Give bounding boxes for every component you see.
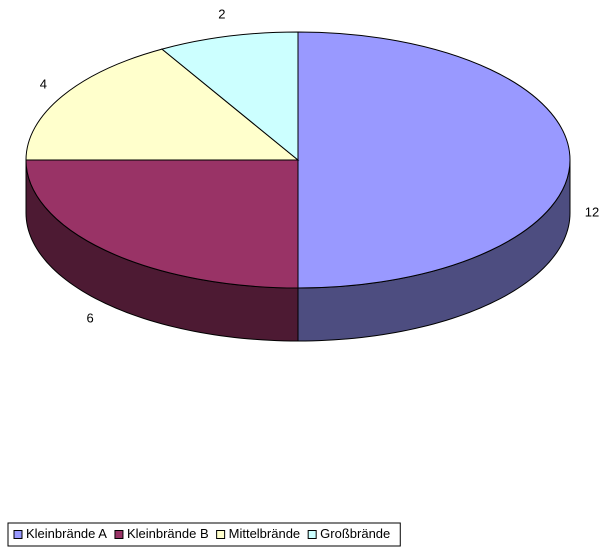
data-label: 2: [218, 7, 225, 22]
legend-label: Kleinbrände A: [26, 526, 107, 541]
legend: Kleinbrände A Kleinbrände B Mittelbrände Gr…: [7, 522, 401, 547]
pie-slice: [160, 31, 299, 162]
pie-slice: [297, 31, 571, 289]
legend-label: Kleinbrände B: [127, 526, 209, 541]
pie-slice: [25, 159, 299, 289]
legend-swatch: [307, 530, 317, 539]
legend-label: Mittelbrände: [229, 526, 301, 541]
legend-swatch: [216, 530, 226, 539]
data-label: 6: [86, 311, 93, 326]
data-label: 4: [40, 76, 47, 91]
legend-swatch: [13, 530, 23, 539]
legend-label: Großbrände: [320, 526, 390, 541]
legend-swatch: [114, 530, 124, 539]
pie-slice: [25, 48, 300, 161]
data-label: 12: [585, 204, 599, 219]
legend-box: [7, 522, 401, 547]
